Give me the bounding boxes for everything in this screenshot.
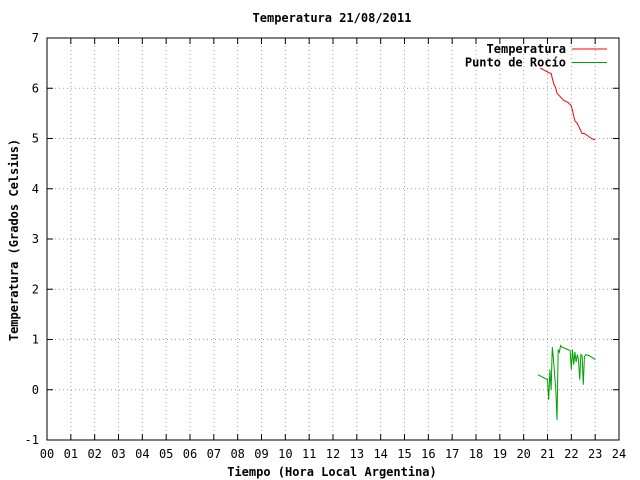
legend-label-punto-de-rocio: Punto de Rocío: [465, 56, 566, 70]
x-tick-label: 00: [40, 447, 54, 461]
x-tick-label: 09: [254, 447, 268, 461]
y-tick-label: -1: [25, 433, 39, 447]
x-tick-label: 16: [421, 447, 435, 461]
x-tick-label: 17: [445, 447, 459, 461]
x-tick-label: 03: [111, 447, 125, 461]
y-tick-label: 3: [32, 232, 39, 246]
x-tick-label: 04: [135, 447, 149, 461]
x-tick-label: 22: [564, 447, 578, 461]
x-tick-label: 02: [87, 447, 101, 461]
x-tick-label: 13: [350, 447, 364, 461]
legend-label-temperatura: Temperatura: [487, 42, 566, 56]
x-tick-label: 23: [588, 447, 602, 461]
chart-title: Temperatura 21/08/2011: [253, 11, 412, 25]
x-tick-label: 20: [516, 447, 530, 461]
y-tick-label: 7: [32, 31, 39, 45]
x-tick-label: 10: [278, 447, 292, 461]
series-line-punto-de-rocio: [537, 344, 596, 420]
series-line-temperatura: [540, 67, 596, 141]
y-tick-label: 1: [32, 333, 39, 347]
x-tick-label: 01: [64, 447, 78, 461]
x-tick-label: 11: [302, 447, 316, 461]
x-tick-label: 18: [469, 447, 483, 461]
plot-series: [537, 67, 596, 420]
x-tick-label: 12: [326, 447, 340, 461]
x-tick-label: 05: [159, 447, 173, 461]
grid-lines: [47, 38, 619, 440]
x-tick-label: 07: [207, 447, 221, 461]
x-tick-label: 06: [183, 447, 197, 461]
y-tick-label: 6: [32, 81, 39, 95]
y-tick-label: 0: [32, 383, 39, 397]
y-axis-label: Temperatura (Grados Celsius): [7, 139, 21, 341]
y-tick-label: 5: [32, 132, 39, 146]
x-tick-label: 24: [612, 447, 626, 461]
x-tick-label: 21: [540, 447, 554, 461]
y-tick-label: 2: [32, 282, 39, 296]
x-tick-label: 08: [230, 447, 244, 461]
x-tick-label: 14: [373, 447, 387, 461]
axis-ticks: 00 01 02 03 04 05 06 07 08 09 10 11 12 13 14 15 16 17 18 19…: [25, 31, 627, 461]
y-tick-label: 4: [32, 182, 39, 196]
x-tick-label: 15: [397, 447, 411, 461]
x-axis-label: Tiempo (Hora Local Argentina): [227, 465, 437, 479]
x-tick-label: 19: [493, 447, 507, 461]
